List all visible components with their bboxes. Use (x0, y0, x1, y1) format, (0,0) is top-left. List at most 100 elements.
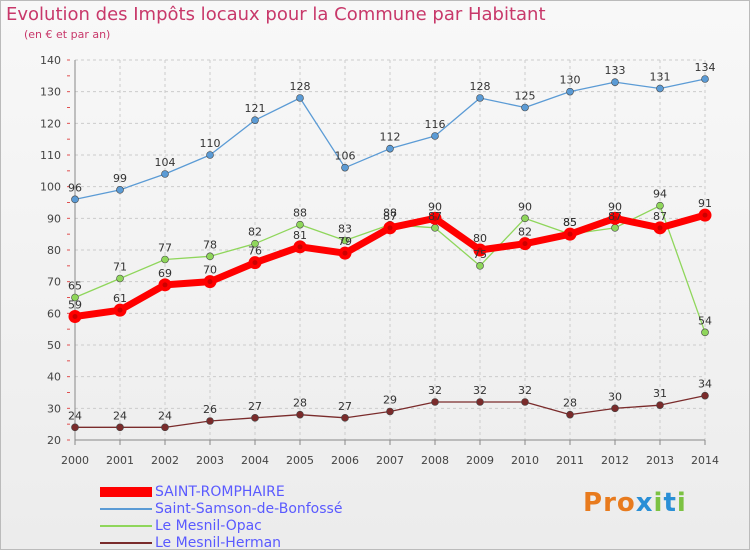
y-tick-label: 140 (40, 54, 61, 67)
data-label: 31 (653, 387, 667, 400)
data-label: 69 (158, 267, 172, 280)
legend-swatch (100, 508, 152, 510)
data-label: 90 (608, 200, 622, 213)
y-tick-label: 120 (40, 117, 61, 130)
x-tick-label: 2006 (331, 454, 359, 467)
data-label: 90 (428, 200, 442, 213)
data-point (566, 410, 574, 419)
data-label: 128 (290, 80, 311, 93)
x-tick-label: 2014 (691, 454, 719, 467)
x-tick-label: 2008 (421, 454, 449, 467)
data-point (656, 84, 664, 93)
data-point (296, 94, 304, 102)
x-tick-label: 2010 (511, 454, 539, 467)
data-point-core (117, 307, 123, 313)
data-point (656, 401, 664, 409)
y-tick-label: 30 (47, 402, 61, 415)
data-point-core (702, 212, 708, 218)
x-tick-label: 2003 (196, 454, 224, 467)
data-point-core (567, 231, 573, 237)
data-point-core (162, 282, 168, 288)
data-label: 87 (383, 210, 397, 223)
data-point (116, 423, 124, 432)
data-point (206, 417, 214, 425)
logo-letter: t (663, 488, 677, 518)
data-label: 80 (473, 232, 487, 245)
data-label: 104 (155, 156, 176, 169)
logo-letter: P (583, 488, 604, 518)
data-label: 131 (650, 71, 671, 84)
data-point (341, 414, 349, 422)
legend-label: Saint-Samson-de-Bonfossé (155, 501, 343, 517)
data-label: 32 (518, 384, 532, 397)
data-label: 34 (698, 378, 712, 391)
data-label: 134 (695, 61, 716, 74)
data-point (341, 236, 349, 245)
data-label: 24 (158, 409, 172, 422)
data-label: 71 (113, 261, 127, 274)
data-point (161, 423, 169, 432)
data-label: 82 (518, 226, 532, 239)
data-label: 130 (560, 74, 581, 87)
data-label: 28 (293, 397, 307, 410)
data-label: 112 (380, 131, 401, 144)
data-label: 82 (248, 226, 262, 239)
data-label: 30 (608, 390, 622, 403)
data-label: 121 (245, 102, 266, 115)
legend-swatch (100, 487, 152, 497)
data-point (161, 170, 169, 178)
data-point (566, 87, 574, 96)
data-label: 75 (473, 248, 487, 261)
data-label: 96 (68, 181, 82, 194)
data-label: 81 (293, 229, 307, 242)
data-label: 24 (68, 409, 82, 422)
data-point (476, 94, 484, 102)
logo-letter: r (603, 488, 617, 518)
data-label: 125 (515, 90, 536, 103)
chart-subtitle: (en € et par an) (24, 28, 111, 41)
data-point (521, 214, 529, 223)
data-point (431, 398, 439, 406)
data-label: 85 (563, 216, 577, 229)
logo-letter: i (653, 488, 664, 518)
data-label: 24 (113, 409, 127, 422)
data-point (71, 423, 79, 432)
data-point-core (387, 225, 393, 231)
data-label: 87 (653, 210, 667, 223)
data-label: 78 (203, 238, 217, 251)
data-point-core (297, 244, 303, 250)
y-tick-label: 50 (47, 339, 61, 352)
y-tick-label: 90 (47, 212, 61, 225)
data-point (656, 201, 664, 210)
logo-letter: o (616, 488, 636, 518)
data-point (386, 407, 394, 416)
data-label: 106 (335, 150, 356, 163)
legend-label: SAINT-ROMPHAIRE (155, 484, 285, 500)
x-tick-label: 2009 (466, 454, 494, 467)
data-label: 59 (68, 299, 82, 312)
data-point (251, 239, 259, 248)
data-point (206, 151, 214, 159)
proxiti-logo: Proxiti (583, 488, 687, 518)
x-tick-label: 2001 (106, 454, 134, 467)
data-label: 29 (383, 394, 397, 407)
y-tick-label: 100 (40, 181, 61, 194)
x-tick-label: 2012 (601, 454, 629, 467)
data-point (251, 414, 259, 422)
y-tick-label: 60 (47, 307, 61, 320)
data-label: 128 (470, 80, 491, 93)
x-tick-label: 2011 (556, 454, 584, 467)
data-label: 85 (563, 216, 577, 229)
y-tick-label: 40 (47, 371, 61, 384)
data-label: 26 (203, 403, 217, 416)
data-point (476, 262, 484, 270)
data-label: 88 (383, 207, 397, 220)
data-label: 87 (428, 210, 442, 223)
x-tick-label: 2002 (151, 454, 179, 467)
data-point-core (252, 260, 258, 266)
data-point-core (72, 314, 78, 319)
data-label: 133 (605, 64, 626, 77)
data-point (701, 75, 709, 83)
data-point-core (612, 215, 618, 221)
data-point (476, 398, 484, 406)
